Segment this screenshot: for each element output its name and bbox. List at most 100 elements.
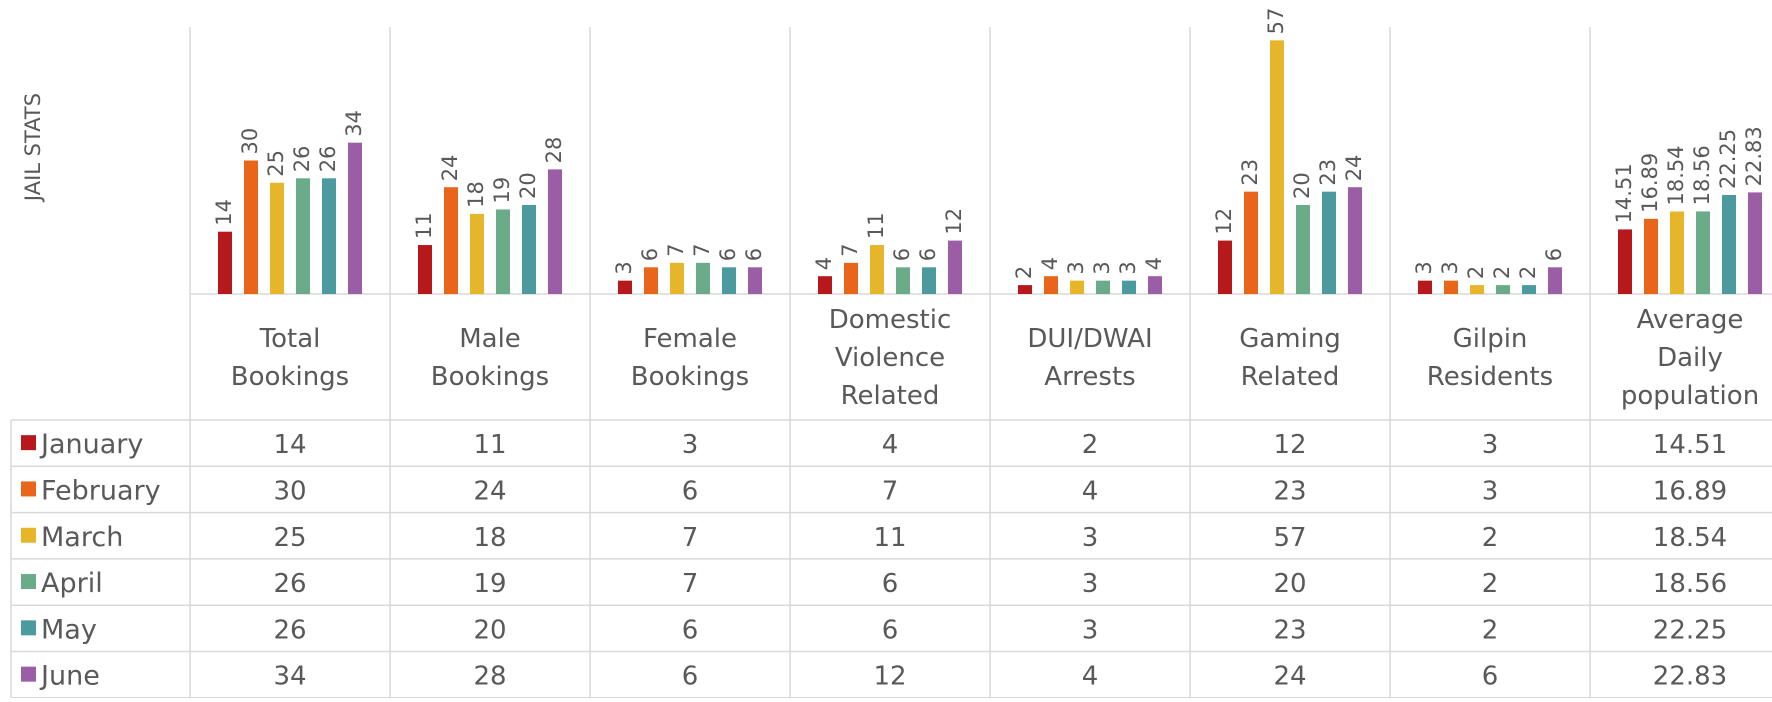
table-cell: 3	[1082, 569, 1099, 599]
data-label: 23	[1316, 159, 1340, 186]
table-cell: 2	[1482, 523, 1499, 553]
data-label: 16.89	[1638, 153, 1662, 213]
legend-swatch	[21, 574, 36, 590]
table-cell: 7	[682, 523, 699, 553]
bar	[1148, 276, 1162, 294]
bar	[1522, 285, 1536, 294]
bar	[670, 262, 684, 294]
data-label: 23	[1238, 159, 1262, 186]
table-cell: 3	[1082, 523, 1099, 553]
data-label: 25	[264, 150, 288, 177]
data-label: 18.54	[1664, 145, 1688, 205]
data-label: 12	[1212, 208, 1236, 235]
bar	[1496, 285, 1510, 294]
data-label: 6	[742, 248, 766, 261]
data-label: 7	[664, 243, 688, 256]
table-cell: 6	[882, 569, 899, 599]
data-label: 34	[342, 110, 366, 137]
data-label: 18.56	[1690, 145, 1714, 205]
data-label: 11	[412, 212, 436, 239]
bar	[444, 187, 458, 294]
bar	[948, 240, 962, 294]
table-cell: 3	[682, 430, 699, 460]
table-cell: 7	[682, 569, 699, 599]
bar	[296, 178, 310, 294]
bar	[1470, 285, 1484, 294]
table-cell: 4	[1082, 662, 1099, 692]
category-label: Male Bookings	[431, 324, 549, 392]
legend-label: May	[41, 614, 97, 645]
data-label: 3	[1438, 261, 1462, 274]
category-label: Average Daily population	[1621, 305, 1759, 411]
data-label: 24	[1342, 154, 1366, 181]
data-label: 2	[1012, 266, 1036, 279]
bar	[870, 245, 884, 294]
category-label: Total Bookings	[231, 324, 349, 392]
bar	[1348, 187, 1362, 294]
bar	[1044, 276, 1058, 294]
bar	[1644, 218, 1658, 294]
data-label: 6	[638, 248, 662, 261]
bar	[348, 142, 362, 294]
data-label: 2	[1464, 266, 1488, 279]
bar	[418, 245, 432, 294]
bar	[1070, 280, 1084, 294]
table-cell: 26	[273, 569, 306, 599]
bar	[244, 160, 258, 294]
y-axis-title: JAIL STATS	[21, 93, 45, 203]
bar	[1548, 267, 1562, 294]
data-label: 7	[690, 243, 714, 256]
legend-label: February	[41, 475, 161, 506]
bar	[548, 169, 562, 294]
legend-label: April	[41, 568, 103, 599]
bar	[1296, 205, 1310, 294]
table-cell: 34	[273, 662, 306, 692]
bar	[1722, 194, 1736, 294]
table-cell: 18.54	[1653, 523, 1727, 553]
legend-swatch	[21, 481, 36, 497]
legend-label: March	[41, 522, 123, 553]
bar	[218, 231, 232, 294]
table-cell: 3	[1082, 615, 1099, 645]
data-label: 3	[612, 261, 636, 274]
table-cell: 24	[473, 476, 506, 506]
bar	[1748, 192, 1762, 294]
table-cell: 16.89	[1653, 476, 1727, 506]
data-label: 3	[1090, 261, 1114, 274]
bar	[1322, 191, 1336, 294]
data-label: 3	[1116, 261, 1140, 274]
bar	[722, 267, 736, 294]
table-cell: 20	[473, 615, 506, 645]
table-cell: 6	[1482, 662, 1499, 692]
bar	[496, 209, 510, 294]
bar	[644, 267, 658, 294]
data-label: 4	[1038, 257, 1062, 270]
table-cell: 4	[882, 430, 899, 460]
data-label: 26	[316, 146, 340, 173]
table-cell: 6	[682, 476, 699, 506]
table-cell: 2	[1482, 615, 1499, 645]
legend-label: June	[39, 661, 100, 692]
data-label: 20	[516, 172, 540, 199]
table-cell: 3	[1482, 430, 1499, 460]
data-label: 6	[916, 248, 940, 261]
data-label: 4	[812, 257, 836, 270]
bar	[1122, 280, 1136, 294]
table-cell: 6	[882, 615, 899, 645]
table-cell: 4	[1082, 476, 1099, 506]
data-label: 6	[890, 248, 914, 261]
category-label: Female Bookings	[631, 324, 749, 392]
table-cell: 30	[273, 476, 306, 506]
bar	[1096, 280, 1110, 294]
bar	[696, 262, 710, 294]
table-cell: 2	[1482, 569, 1499, 599]
legend-label: January	[39, 429, 143, 460]
data-label: 26	[290, 146, 314, 173]
data-label: 18	[464, 181, 488, 208]
table-cell: 22.83	[1653, 662, 1727, 692]
table-cell: 14.51	[1653, 430, 1727, 460]
table-cell: 7	[882, 476, 899, 506]
legend-swatch	[21, 620, 36, 636]
